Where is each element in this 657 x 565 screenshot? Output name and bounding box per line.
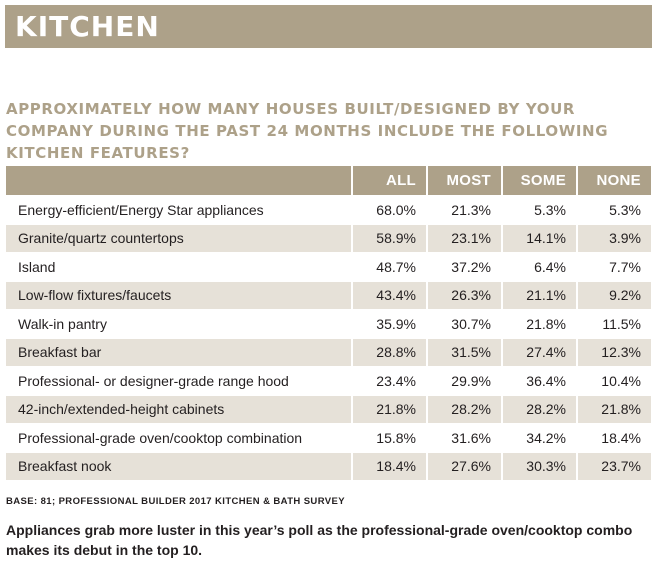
table-body: Energy-efficient/Energy Star appliances 6… — [6, 195, 651, 480]
none-cell: 21.8% — [576, 394, 651, 423]
none-cell: 11.5% — [576, 309, 651, 338]
table-row: Low-flow fixtures/faucets 43.4% 26.3% 21.1%… — [6, 280, 651, 309]
none-cell: 10.4% — [576, 366, 651, 395]
header-all: ALL — [351, 166, 426, 195]
header-none: NONE — [576, 166, 651, 195]
table-row: 42-inch/extended-height cabinets 21.8% 28.… — [6, 394, 651, 423]
section-banner: KITCHEN — [5, 5, 652, 48]
section-title: KITCHEN — [15, 10, 160, 43]
table-row: Island 48.7% 37.2% 6.4% 7.7% — [6, 252, 651, 281]
feature-cell: Breakfast bar — [6, 337, 351, 366]
feature-cell: 42-inch/extended-height cabinets — [6, 394, 351, 423]
some-cell: 5.3% — [501, 195, 576, 224]
none-cell: 5.3% — [576, 195, 651, 224]
table-header-row: ALL MOST SOME NONE — [6, 166, 651, 195]
all-cell: 58.9% — [351, 223, 426, 252]
footnote: BASE: 81; PROFESSIONAL BUILDER 2017 KITC… — [6, 496, 345, 507]
table-row: Breakfast nook 18.4% 27.6% 30.3% 23.7% — [6, 451, 651, 480]
all-cell: 15.8% — [351, 423, 426, 452]
none-cell: 3.9% — [576, 223, 651, 252]
none-cell: 23.7% — [576, 451, 651, 480]
all-cell: 23.4% — [351, 366, 426, 395]
some-cell: 36.4% — [501, 366, 576, 395]
survey-question: APPROXIMATELY HOW MANY HOUSES BUILT/DESI… — [6, 100, 609, 162]
feature-cell: Professional-grade oven/cooktop combinat… — [6, 423, 351, 452]
some-cell: 27.4% — [501, 337, 576, 366]
feature-cell: Walk-in pantry — [6, 309, 351, 338]
none-cell: 7.7% — [576, 252, 651, 281]
most-cell: 37.2% — [426, 252, 501, 281]
most-cell: 28.2% — [426, 394, 501, 423]
most-cell: 27.6% — [426, 451, 501, 480]
table-row: Walk-in pantry 35.9% 30.7% 21.8% 11.5% — [6, 309, 651, 338]
table-row: Granite/quartz countertops 58.9% 23.1% 14.1… — [6, 223, 651, 252]
feature-cell: Low-flow fixtures/faucets — [6, 280, 351, 309]
feature-cell: Professional- or designer-grade range ho… — [6, 366, 351, 395]
most-cell: 30.7% — [426, 309, 501, 338]
some-cell: 14.1% — [501, 223, 576, 252]
feature-cell: Energy-efficient/Energy Star appliances — [6, 195, 351, 224]
table-row: Professional- or designer-grade range ho… — [6, 366, 651, 395]
none-cell: 18.4% — [576, 423, 651, 452]
results-table: ALL MOST SOME NONE Energy-efficient/Ener… — [6, 166, 651, 480]
some-cell: 6.4% — [501, 252, 576, 281]
some-cell: 28.2% — [501, 394, 576, 423]
feature-cell: Granite/quartz countertops — [6, 223, 351, 252]
none-cell: 9.2% — [576, 280, 651, 309]
some-cell: 34.2% — [501, 423, 576, 452]
feature-cell: Breakfast nook — [6, 451, 351, 480]
all-cell: 35.9% — [351, 309, 426, 338]
results-table-container: ALL MOST SOME NONE Energy-efficient/Ener… — [6, 166, 651, 480]
caption: Appliances grab more luster in this year… — [6, 522, 633, 558]
most-cell: 31.6% — [426, 423, 501, 452]
most-cell: 21.3% — [426, 195, 501, 224]
all-cell: 28.8% — [351, 337, 426, 366]
all-cell: 48.7% — [351, 252, 426, 281]
some-cell: 21.8% — [501, 309, 576, 338]
all-cell: 68.0% — [351, 195, 426, 224]
table-row: Professional-grade oven/cooktop combinat… — [6, 423, 651, 452]
feature-cell: Island — [6, 252, 351, 281]
most-cell: 23.1% — [426, 223, 501, 252]
header-some: SOME — [501, 166, 576, 195]
some-cell: 21.1% — [501, 280, 576, 309]
all-cell: 21.8% — [351, 394, 426, 423]
most-cell: 31.5% — [426, 337, 501, 366]
all-cell: 43.4% — [351, 280, 426, 309]
most-cell: 29.9% — [426, 366, 501, 395]
some-cell: 30.3% — [501, 451, 576, 480]
table-row: Breakfast bar 28.8% 31.5% 27.4% 12.3% — [6, 337, 651, 366]
most-cell: 26.3% — [426, 280, 501, 309]
all-cell: 18.4% — [351, 451, 426, 480]
table-row: Energy-efficient/Energy Star appliances 6… — [6, 195, 651, 224]
header-feature — [6, 166, 351, 195]
header-most: MOST — [426, 166, 501, 195]
none-cell: 12.3% — [576, 337, 651, 366]
